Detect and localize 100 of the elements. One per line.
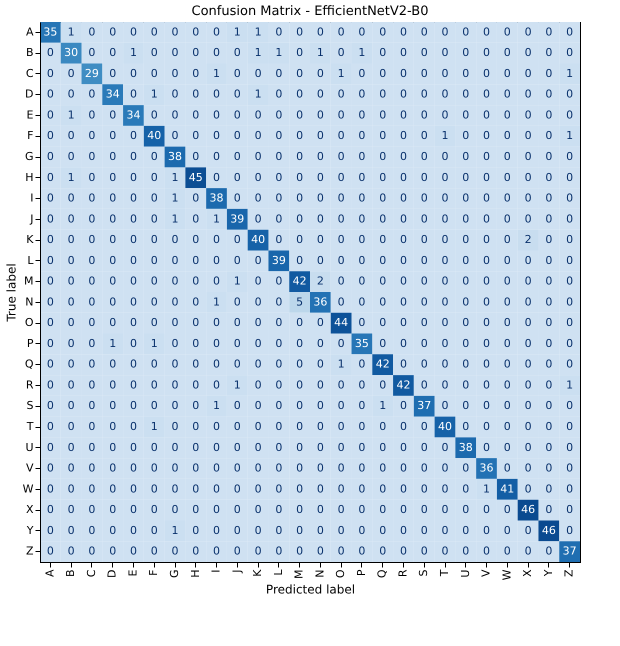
data-label: 0 [275,462,282,475]
data-label: 0 [338,336,345,350]
data-label: 0 [150,440,158,454]
data-label: 39 [230,212,244,226]
data-label: 0 [483,25,490,38]
data-label: 0 [442,274,448,288]
data-label: 0 [88,399,96,412]
data-label: 0 [358,170,366,184]
data-label: 0 [462,420,470,433]
data-label: 0 [88,254,96,267]
data-label: 0 [316,358,324,371]
data-label: 0 [296,192,304,205]
data-label: 0 [379,170,386,184]
data-label: 0 [462,212,470,226]
data-label: 0 [234,233,241,246]
data-label: 0 [254,274,262,288]
data-label: 0 [338,440,345,454]
data-label: 0 [462,399,470,412]
data-label: 0 [420,233,428,246]
data-label: 0 [504,46,511,60]
data-label: 0 [566,316,574,330]
data-label: 0 [254,482,262,496]
data-label: 0 [88,462,96,475]
data-label: 0 [338,170,345,184]
data-label: 42 [292,274,307,288]
data-label: 0 [338,420,345,433]
data-label: 0 [442,378,448,392]
data-label: 0 [46,150,54,163]
data-label: 0 [524,150,532,163]
data-label: 0 [130,129,137,142]
data-label: 0 [109,274,116,288]
data-label: 0 [88,129,96,142]
data-label: 0 [109,482,116,496]
data-label: 0 [130,482,137,496]
data-label: 0 [462,274,470,288]
data-label: 0 [545,254,552,267]
data-label: 0 [316,192,324,205]
data-label: 0 [545,440,552,454]
data-label: 0 [172,108,178,122]
data-label: 0 [68,440,75,454]
data-label: 0 [483,170,490,184]
data-label: 0 [545,212,552,226]
data-label: 0 [46,129,54,142]
data-label: 0 [545,336,552,350]
data-label: 0 [213,378,220,392]
data-label: 0 [338,462,345,475]
x-tick-label: R [396,569,410,578]
data-label: 0 [379,420,386,433]
data-label: 0 [462,336,470,350]
data-label: 0 [46,440,54,454]
data-label: 0 [420,295,428,308]
data-label: 0 [46,295,54,308]
data-label: 0 [213,150,220,163]
x-tick-label: B [64,570,78,578]
data-label: 0 [68,274,75,288]
data-label: 0 [420,192,428,205]
data-label: 0 [338,503,345,516]
data-label: 0 [88,316,96,330]
data-label: 0 [316,254,324,267]
data-label: 0 [172,544,178,558]
data-label: 2 [316,274,324,288]
data-label: 0 [275,170,282,184]
data-label: 0 [442,233,448,246]
data-label: 0 [88,274,96,288]
data-label: 0 [566,482,574,496]
data-label: 0 [130,192,137,205]
data-label: 1 [254,88,262,101]
data-label: 0 [358,420,366,433]
data-label: 0 [524,88,532,101]
data-label: 0 [358,192,366,205]
data-label: 0 [545,66,552,80]
data-label: 0 [192,482,200,496]
data-label: 0 [192,274,200,288]
data-label: 0 [46,316,54,330]
data-label: 0 [172,254,178,267]
data-label: 0 [420,316,428,330]
data-label: 0 [109,378,116,392]
data-label: 0 [462,358,470,371]
data-label: 0 [46,274,54,288]
data-label: 0 [566,170,574,184]
data-label: 0 [379,192,386,205]
data-label: 0 [316,25,324,38]
data-label: 0 [545,25,552,38]
data-label: 0 [442,544,448,558]
data-label: 0 [150,358,158,371]
data-label: 0 [316,440,324,454]
data-label: 0 [358,25,366,38]
data-label: 29 [84,66,99,80]
data-label: 0 [316,108,324,122]
data-label: 0 [275,482,282,496]
data-label: 0 [234,544,241,558]
data-label: 0 [462,88,470,101]
data-label: 1 [379,399,386,412]
data-label: 0 [46,378,54,392]
data-label: 1 [68,108,75,122]
data-label: 0 [296,524,304,537]
data-label: 0 [316,544,324,558]
y-tick-label: Q [24,358,34,371]
data-label: 0 [275,192,282,205]
data-label: 0 [46,66,54,80]
